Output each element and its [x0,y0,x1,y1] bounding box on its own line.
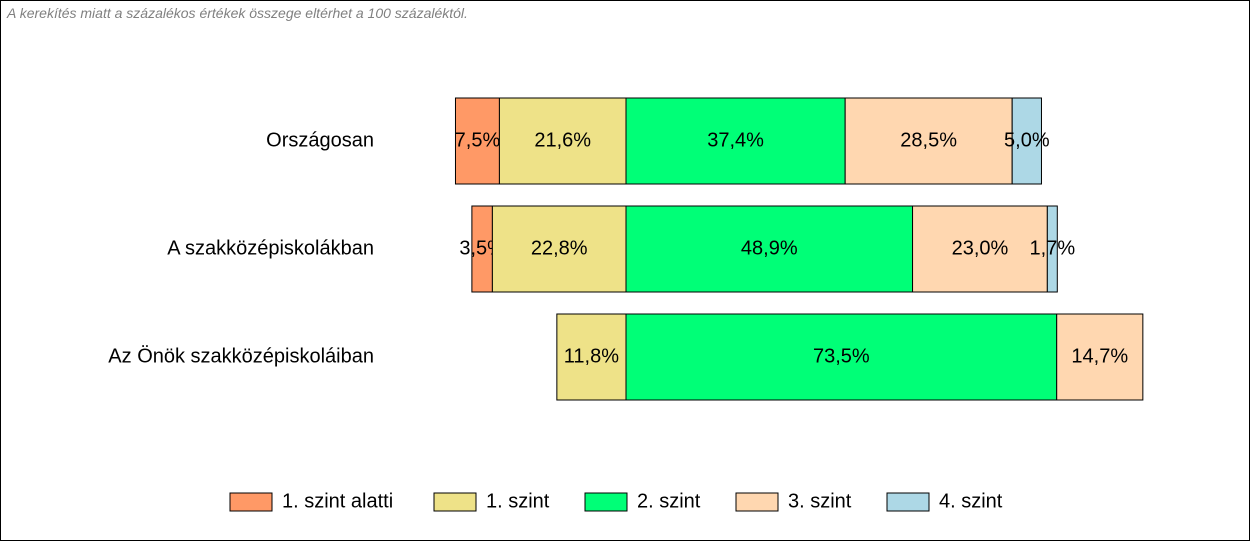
bar-segment-4-szint-2 [1046,205,1058,293]
bar-segment-1-szint-1 [498,97,627,185]
legend-swatch-1-szint-alatti [229,492,273,512]
value-label-3-szint-3: 14,7% [1071,345,1128,367]
bar-segment-1-szint-2 [491,205,627,293]
bar-segment-4-szint-1 [1011,97,1042,185]
value-label-4-szint-2: 1,7% [1030,237,1076,259]
legend-label-3-szint: 3. szint [788,490,852,512]
legend-label-2-szint: 2. szint [637,490,701,512]
value-label-2-szint-1: 37,4% [707,129,764,151]
value-label-3-szint-2: 23,0% [952,237,1009,259]
legend-swatch-1-szint [433,492,477,512]
bar-segment-3-szint-2 [912,205,1048,293]
value-label-1-szint-2: 22,8% [531,237,588,259]
legend-swatch-4-szint [886,492,930,512]
value-label-2-szint-3: 73,5% [813,345,870,367]
legend-label-1-szint: 1. szint [486,490,550,512]
category-label-az-onok-szakkozepiskolaiban: Az Önök szakközépiskoláiban [108,345,374,367]
bar-segment-1-szint-3 [556,313,627,401]
legend-swatch-2-szint [584,492,628,512]
category-label-orszagosan: Országosan [266,129,374,151]
legend-swatch-3-szint [735,492,779,512]
value-label-1-szint-3: 11,8% [564,345,619,367]
category-label-a-szakkozepiskolakban: A szakközépiskolákban [167,237,374,259]
value-label-3-szint-1: 28,5% [900,129,957,151]
legend-label-1-szint-alatti: 1. szint alatti [282,490,393,512]
value-label-1-szint-alatti-1: 7,5% [455,129,501,151]
value-label-2-szint-2: 48,9% [741,237,798,259]
bar-segment-3-szint-1 [844,97,1013,185]
bar-segment-2-szint-2 [625,205,914,293]
value-label-4-szint-1: 5,0% [1004,129,1050,151]
legend-label-4-szint: 4. szint [939,490,1003,512]
bar-segment-3-szint-3 [1056,313,1144,401]
value-label-1-szint-1: 21,6% [534,129,591,151]
rounding-note: A kerekítés miatt a százalékos értékek ö… [7,5,468,21]
